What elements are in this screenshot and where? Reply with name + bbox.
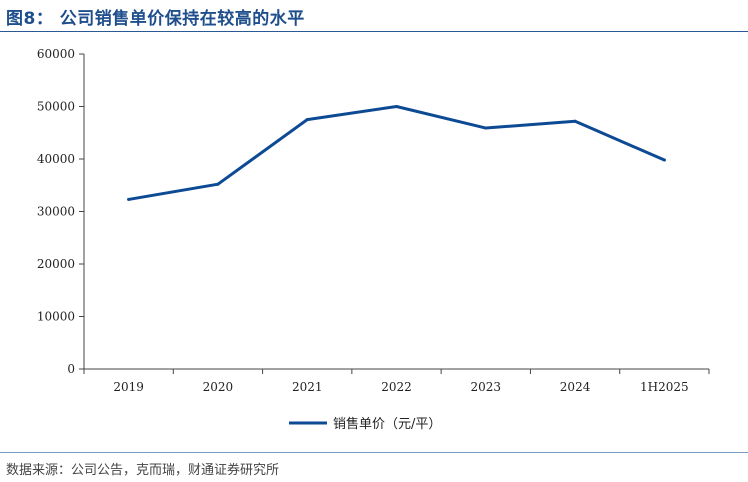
title-rule	[0, 31, 748, 32]
data-point	[662, 158, 666, 162]
data-point	[216, 182, 220, 186]
y-tick-label: 0	[67, 362, 75, 376]
figure-title: 图8： 公司销售单价保持在较高的水平	[6, 9, 305, 29]
x-tick-label: 2022	[381, 380, 412, 394]
data-point	[484, 126, 488, 130]
data-point	[395, 105, 398, 108]
y-axis: 0 10000 20000 30000 40000 50000 60000	[37, 47, 85, 376]
y-tick-label: 50000	[37, 100, 75, 114]
source-note: 数据来源：公司公告，克而瑞，财通证券研究所	[6, 463, 280, 478]
legend: 销售单价（元/平）	[289, 416, 441, 432]
x-tick-label: 2023	[471, 380, 502, 394]
y-tick-label: 30000	[37, 205, 75, 219]
data-point	[127, 197, 131, 201]
series-line	[127, 105, 666, 201]
x-tick-label: 2024	[560, 380, 591, 394]
x-tick-label: 2021	[292, 380, 323, 394]
data-point	[573, 119, 577, 123]
source-rule	[0, 452, 748, 453]
y-tick-label: 60000	[37, 47, 75, 61]
data-point	[305, 118, 309, 122]
x-tick-label: 2020	[203, 380, 234, 394]
y-tick-label: 40000	[37, 152, 75, 166]
x-axis: 2019 2020 2021 2022 2023 2024 1H2025	[83, 368, 710, 394]
legend-label: 销售单价（元/平）	[333, 416, 441, 432]
y-tick-label: 10000	[37, 310, 75, 324]
series-layer	[127, 105, 666, 201]
y-tick-label: 20000	[37, 257, 75, 271]
x-tick-label: 1H2025	[640, 380, 689, 394]
x-tick-label: 2019	[113, 380, 144, 394]
line-chart: 0 10000 20000 30000 40000 50000 60000 2019 2020…	[37, 47, 710, 432]
